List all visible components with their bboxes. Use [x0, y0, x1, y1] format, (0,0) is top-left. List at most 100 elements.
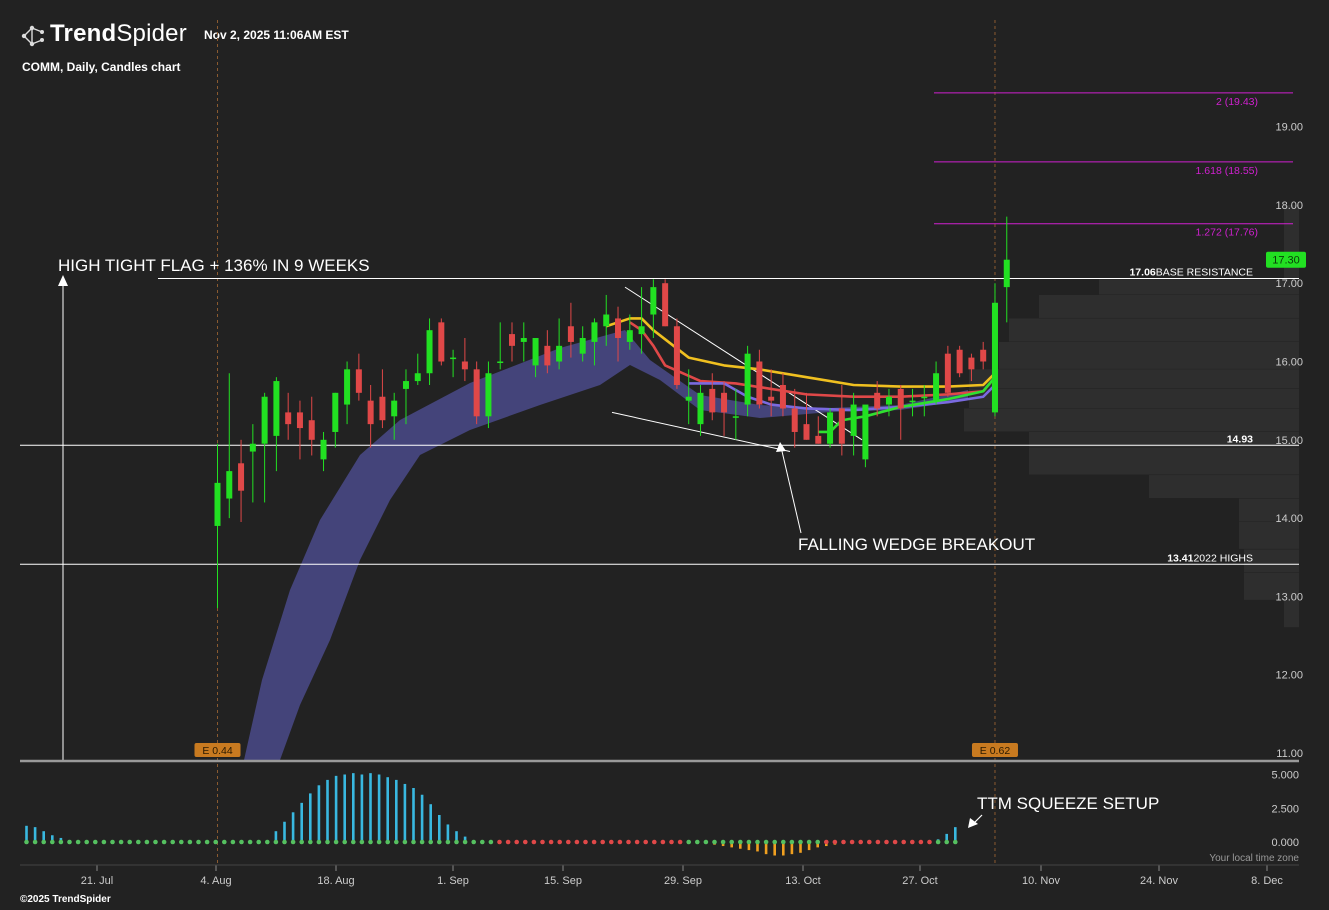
squeeze-dot — [531, 839, 537, 845]
candle-body — [897, 388, 904, 409]
squeeze-dot — [394, 839, 399, 845]
candle-body — [980, 349, 987, 362]
price-level-label: 14.93 — [1227, 433, 1253, 445]
squeeze-dot — [849, 839, 855, 845]
candle-body — [956, 349, 963, 374]
squeeze-dot — [910, 839, 915, 845]
arrowhead-icon — [776, 442, 786, 452]
squeeze-dot — [514, 839, 519, 845]
squeeze-dot — [290, 839, 296, 845]
candle-body — [1003, 259, 1010, 288]
price-axis[interactable]: 19.00 18.00 17.00 16.00 15.00 14.00 13.00 12.00… — [1266, 122, 1306, 760]
candle-body — [402, 381, 409, 389]
squeeze-dot — [574, 839, 580, 845]
x-tick-label: 27. Oct — [902, 875, 937, 887]
volume-profile-bar — [1099, 279, 1299, 295]
volume-profile-bar — [1039, 294, 1299, 318]
candle-body — [567, 326, 574, 342]
squeeze-dot — [110, 839, 115, 845]
squeeze-dot — [617, 839, 623, 845]
squeeze-dot — [316, 839, 322, 845]
y-tick-label: 11.00 — [1276, 748, 1303, 760]
squeeze-dot — [695, 839, 700, 845]
squeeze-dot — [729, 839, 734, 845]
squeeze-dot — [720, 839, 726, 845]
squeeze-dot — [359, 839, 365, 845]
annotations: HIGH TIGHT FLAG + 136% IN 9 WEEKS FALLING… — [58, 256, 1159, 828]
candle-body — [509, 334, 515, 346]
wedge-arrow — [780, 446, 802, 534]
squeeze-dot — [772, 839, 777, 845]
candle-body — [803, 424, 810, 440]
volume-profile-bar — [999, 341, 1299, 369]
squeeze-histogram-bar — [807, 842, 811, 851]
candle-body — [874, 392, 881, 409]
candle-body — [285, 412, 292, 425]
candle-body — [308, 420, 315, 440]
squeeze-dot — [643, 839, 648, 845]
indicator-tick-label: 2.500 — [1271, 803, 1299, 815]
squeeze-dot — [892, 839, 898, 845]
squeeze-histogram-bar — [51, 835, 54, 842]
squeeze-dot — [247, 839, 253, 845]
y-tick-label: 13.00 — [1275, 591, 1303, 603]
squeeze-dot — [523, 839, 528, 845]
squeeze-dot — [488, 839, 494, 845]
candle-body — [850, 404, 857, 436]
squeeze-dot — [884, 839, 889, 845]
brand-name: TrendSpider — [50, 20, 187, 47]
candles[interactable] — [214, 216, 1010, 609]
squeeze-dot — [746, 839, 752, 845]
time-axis[interactable]: 21. Jul 4. Aug 18. Aug 1. Sep 15. Sep 29. Sep… — [20, 864, 1299, 887]
candle-body — [685, 396, 692, 401]
volume-profile-bar — [1009, 318, 1299, 342]
earnings-badges[interactable]: E 0.44 E 0.62 — [194, 743, 1018, 757]
x-tick-label: 10. Nov — [1022, 875, 1060, 887]
squeeze-dot — [600, 839, 605, 845]
earnings-badge — [971, 743, 1018, 757]
squeeze-dot — [583, 839, 588, 845]
squeeze-dot — [471, 839, 477, 845]
last-price-label: 17.30 — [1272, 255, 1300, 267]
candle-body — [885, 396, 892, 405]
flag-annotation: HIGH TIGHT FLAG + 136% IN 9 WEEKS — [58, 256, 370, 275]
squeeze-histogram-bar — [33, 827, 37, 842]
squeeze-dot — [497, 839, 502, 845]
wedge-annotation: FALLING WEDGE BREAKOUT — [798, 535, 1035, 554]
squeeze-histogram-bar — [291, 812, 295, 842]
candle-body — [638, 326, 645, 335]
squeeze-histogram-bar — [343, 774, 346, 842]
candle-body — [367, 400, 374, 425]
x-tick-label: 24. Nov — [1140, 875, 1178, 887]
candle-body — [921, 396, 928, 399]
x-tick-label: 4. Aug — [200, 875, 231, 887]
fib-level-label: 1.618 (18.55) — [1196, 165, 1258, 177]
arrowhead-icon — [58, 275, 68, 286]
squeeze-dot — [669, 839, 674, 845]
squeeze-histogram-bar — [446, 824, 450, 842]
candle-body — [355, 369, 362, 393]
candle-body — [709, 388, 716, 413]
squeeze-dot — [308, 839, 313, 845]
squeeze-histogram-bar — [25, 825, 28, 842]
squeeze-dot — [927, 839, 932, 845]
price-level-label: 13.412022 HIGHS — [1167, 552, 1253, 564]
candle-body — [626, 330, 633, 342]
squeeze-histogram-bar — [730, 842, 733, 848]
squeeze-dot — [437, 839, 442, 845]
price-levels: 17.06BASE RESISTANCE 14.93 13.412022 HIGHS — [20, 267, 1299, 565]
squeeze-dot — [445, 839, 451, 845]
candle-body — [273, 381, 280, 436]
earnings-label: E 0.44 — [202, 745, 233, 757]
squeeze-histogram-bar — [403, 783, 407, 842]
squeeze-dot — [462, 839, 468, 845]
candle-body — [214, 482, 221, 526]
trendspider-logo-icon — [21, 25, 44, 47]
squeeze-histogram-bar — [386, 777, 389, 842]
candle-body — [485, 373, 492, 417]
chart-title: COMM, Daily, Candles chart — [22, 60, 181, 74]
candle-body — [438, 322, 445, 362]
squeeze-histogram-bar — [420, 794, 424, 842]
squeeze-dot — [419, 839, 425, 845]
